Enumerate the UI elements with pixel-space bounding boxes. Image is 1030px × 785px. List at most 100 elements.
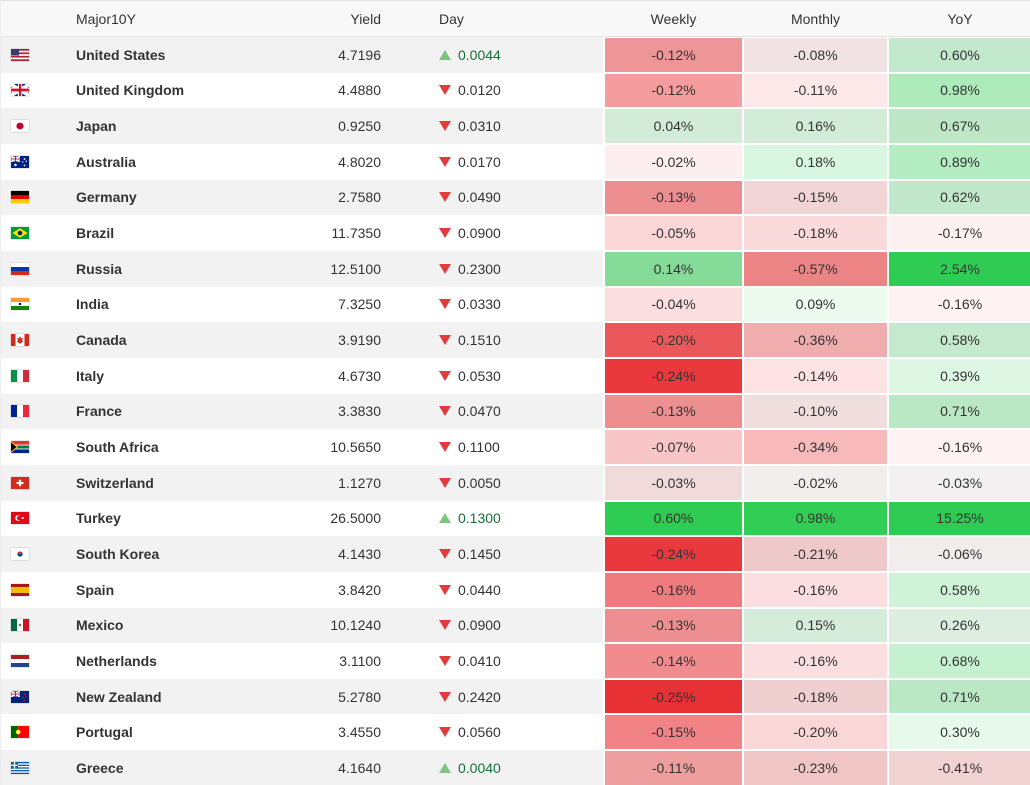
table-row[interactable]: Russia 12.5100 0.2300 0.14% -0.57% 2.54% <box>1 250 1030 287</box>
flag-portugal-icon <box>11 726 29 739</box>
country-name-link[interactable]: New Zealand <box>76 688 162 705</box>
table-row[interactable]: United States 4.7196 0.0044 -0.12% -0.08… <box>1 37 1030 73</box>
flag-cell <box>1 144 76 180</box>
yoy-change-cell: 0.58% <box>887 322 1030 358</box>
header-major10y[interactable]: Major10Y <box>76 10 136 27</box>
country-name-link[interactable]: South Africa <box>76 439 159 456</box>
weekly-change-cell: -0.11% <box>603 750 742 785</box>
yield-value: 4.1640 <box>338 759 381 776</box>
day-change-value: 0.0330 <box>458 296 501 313</box>
table-row[interactable]: Turkey 26.5000 0.1300 0.60% 0.98% 15.25% <box>1 500 1030 537</box>
flag-cell <box>1 750 76 785</box>
flag-cell <box>1 394 76 430</box>
day-change-value: 0.0440 <box>458 581 501 598</box>
table-row[interactable]: India 7.3250 0.0330 -0.04% 0.09% -0.16% <box>1 286 1030 323</box>
table-row[interactable]: South Korea 4.1430 0.1450 -0.24% -0.21% … <box>1 536 1030 572</box>
country-name-link[interactable]: Australia <box>76 153 136 170</box>
down-triangle-icon <box>439 691 451 702</box>
weekly-change-cell: 0.14% <box>603 250 742 287</box>
yield-value: 3.1100 <box>339 652 381 669</box>
country-name-link[interactable]: Switzerland <box>76 474 154 491</box>
yield-value: 3.4550 <box>338 724 381 741</box>
table-row[interactable]: Portugal 3.4550 0.0560 -0.15% -0.20% 0.3… <box>1 714 1030 751</box>
flag-cell <box>1 37 76 73</box>
weekly-change-cell: -0.13% <box>603 179 742 216</box>
country-name-link[interactable]: South Korea <box>76 546 160 563</box>
flag-united-states-icon <box>11 48 29 61</box>
monthly-change-cell: 0.16% <box>742 108 887 144</box>
flag-mexico-icon <box>11 619 29 632</box>
monthly-change-cell: -0.16% <box>742 643 887 679</box>
country-name-link[interactable]: Russia <box>76 260 122 277</box>
yield-value: 3.9190 <box>338 332 381 349</box>
country-name-link[interactable]: Canada <box>76 332 127 349</box>
yield-value: 3.3830 <box>338 403 381 420</box>
yoy-change-cell: 0.71% <box>887 393 1030 430</box>
country-name-link[interactable]: Turkey <box>76 510 121 527</box>
table-row[interactable]: France 3.3830 0.0470 -0.13% -0.10% 0.71% <box>1 393 1030 430</box>
weekly-change-cell: -0.20% <box>603 322 742 358</box>
table-row[interactable]: Australia 4.8020 0.0170 -0.02% 0.18% 0.8… <box>1 143 1030 180</box>
table-row[interactable]: Canada 3.9190 0.1510 -0.20% -0.36% 0.58% <box>1 322 1030 358</box>
table-row[interactable]: New Zealand 5.2780 0.2420 -0.25% -0.18% … <box>1 678 1030 715</box>
yield-value: 4.4880 <box>338 82 381 99</box>
country-name-link[interactable]: Netherlands <box>76 652 157 669</box>
day-change-value: 0.2300 <box>458 260 501 277</box>
down-triangle-icon <box>439 620 451 631</box>
header-day[interactable]: Day <box>439 10 464 27</box>
country-name-link[interactable]: Portugal <box>76 724 133 741</box>
up-triangle-icon <box>439 762 451 773</box>
country-name-link[interactable]: Japan <box>76 118 117 135</box>
country-name-link[interactable]: United Kingdom <box>76 82 185 99</box>
flag-cell <box>1 429 76 465</box>
table-body: United States 4.7196 0.0044 -0.12% -0.08… <box>1 37 1030 785</box>
table-row[interactable]: Switzerland 1.1270 0.0050 -0.03% -0.02% … <box>1 464 1030 501</box>
monthly-change-cell: -0.20% <box>742 714 887 751</box>
yoy-change-cell: 0.89% <box>887 143 1030 180</box>
yoy-change-cell: 0.39% <box>887 357 1030 394</box>
down-triangle-icon <box>439 228 451 239</box>
table-row[interactable]: Brazil 11.7350 0.0900 -0.05% -0.18% -0.1… <box>1 215 1030 251</box>
table-row[interactable]: Greece 4.1640 0.0040 -0.11% -0.23% -0.41… <box>1 750 1030 785</box>
yoy-change-cell: -0.06% <box>887 536 1030 572</box>
country-name-link[interactable]: Brazil <box>76 225 115 242</box>
weekly-change-cell: 0.04% <box>603 108 742 144</box>
day-change-value: 0.0470 <box>458 403 501 420</box>
day-change-value: 0.0900 <box>458 225 501 242</box>
day-change-cell: 0.0170 <box>421 144 603 180</box>
table-row[interactable]: Japan 0.9250 0.0310 0.04% 0.16% 0.67% <box>1 108 1030 144</box>
monthly-change-cell: -0.08% <box>742 37 887 73</box>
table-row[interactable]: Italy 4.6730 0.0530 -0.24% -0.14% 0.39% <box>1 357 1030 394</box>
table-row[interactable]: United Kingdom 4.4880 0.0120 -0.12% -0.1… <box>1 72 1030 109</box>
monthly-change-cell: -0.21% <box>742 536 887 572</box>
table-row[interactable]: Germany 2.7580 0.0490 -0.13% -0.15% 0.62… <box>1 179 1030 216</box>
country-name-link[interactable]: Italy <box>76 367 105 384</box>
table-row[interactable]: Spain 3.8420 0.0440 -0.16% -0.16% 0.58% <box>1 571 1030 608</box>
header-weekly[interactable]: Weekly <box>650 10 697 27</box>
flag-netherlands-icon <box>11 654 29 667</box>
monthly-change-cell: -0.36% <box>742 322 887 358</box>
day-change-value: 0.0044 <box>458 46 501 63</box>
day-change-cell: 0.1300 <box>421 501 603 537</box>
country-name-link[interactable]: Greece <box>76 759 124 776</box>
country-name-link[interactable]: France <box>76 403 122 420</box>
header-yield[interactable]: Yield <box>350 10 381 27</box>
country-name-link[interactable]: Spain <box>76 581 115 598</box>
country-name-link[interactable]: Germany <box>76 189 137 206</box>
country-name-link[interactable]: Mexico <box>76 617 124 634</box>
day-change-value: 0.0410 <box>458 652 501 669</box>
flag-cell <box>1 643 76 679</box>
header-monthly[interactable]: Monthly <box>790 10 841 27</box>
header-yoy[interactable]: YoY <box>947 10 973 27</box>
weekly-change-cell: -0.02% <box>603 143 742 180</box>
day-change-cell: 0.0530 <box>421 358 603 394</box>
country-name-link[interactable]: United States <box>76 46 166 63</box>
yield-value: 3.8420 <box>338 581 381 598</box>
table-row[interactable]: Netherlands 3.1100 0.0410 -0.14% -0.16% … <box>1 643 1030 679</box>
yoy-change-cell: 0.71% <box>887 678 1030 715</box>
country-name-link[interactable]: India <box>76 296 109 313</box>
table-row[interactable]: South Africa 10.5650 0.1100 -0.07% -0.34… <box>1 429 1030 465</box>
flag-turkey-icon <box>11 512 29 525</box>
table-row[interactable]: Mexico 10.1240 0.0900 -0.13% 0.15% 0.26% <box>1 607 1030 644</box>
